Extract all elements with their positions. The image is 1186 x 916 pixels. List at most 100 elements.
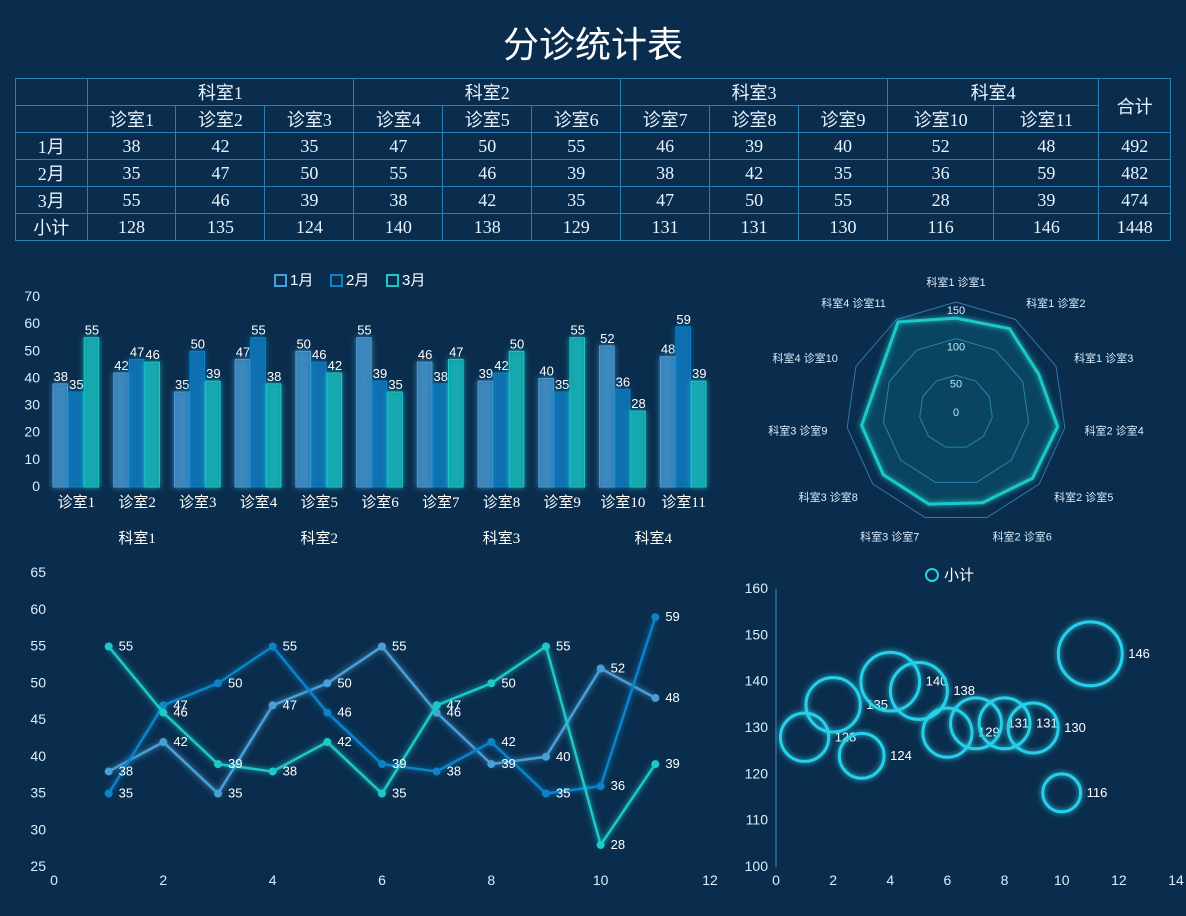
svg-text:40: 40 <box>30 748 46 764</box>
bar <box>417 362 432 487</box>
svg-text:30: 30 <box>30 821 46 837</box>
room-header: 诊室8 <box>710 106 799 133</box>
row-header: 1月 <box>16 133 88 160</box>
line-label: 38 <box>119 763 133 778</box>
subtotal-cell: 140 <box>354 214 443 241</box>
svg-text:47: 47 <box>236 344 250 359</box>
bar <box>631 411 646 487</box>
svg-text:4: 4 <box>269 872 277 888</box>
radar-axis-label: 科室4 诊室11 <box>821 296 886 310</box>
svg-text:35: 35 <box>69 377 83 392</box>
svg-text:12: 12 <box>1111 872 1127 888</box>
table-cell: 38 <box>87 133 176 160</box>
table-cell: 39 <box>994 187 1099 214</box>
line-label: 36 <box>611 778 625 793</box>
line-label: 47 <box>447 697 461 712</box>
subtotal-cell: 131 <box>621 214 710 241</box>
dept-header: 科室3 <box>621 79 888 106</box>
line-label: 35 <box>556 786 570 801</box>
subtotal-cell: 138 <box>443 214 532 241</box>
line-label: 42 <box>337 734 351 749</box>
bar <box>235 359 250 487</box>
line-point <box>323 738 331 746</box>
svg-text:120: 120 <box>745 765 769 781</box>
row-header: 3月 <box>16 187 88 214</box>
table-cell: 35 <box>532 187 621 214</box>
line-label: 55 <box>119 639 133 654</box>
svg-text:39: 39 <box>373 366 387 381</box>
table-cell: 48 <box>994 133 1099 160</box>
bar <box>327 373 342 487</box>
bar <box>539 378 554 487</box>
bubble <box>1058 622 1122 686</box>
svg-text:46: 46 <box>312 347 326 362</box>
table-cell: 28 <box>887 187 993 214</box>
svg-text:65: 65 <box>30 564 46 580</box>
subtotal-cell: 135 <box>176 214 265 241</box>
line-label: 55 <box>556 639 570 654</box>
table-cell: 36 <box>887 160 993 187</box>
table-cell: 52 <box>887 133 993 160</box>
line-series <box>109 647 656 794</box>
bubble-chart: 10011012013014015016002468101214小计128135… <box>726 563 1186 893</box>
radar-axis-label: 科室3 诊室8 <box>799 490 858 504</box>
bar <box>615 389 630 487</box>
radar-chart: 050100150科室1 诊室1科室1 诊室2科室1 诊室3科室2 诊室4科室2… <box>726 257 1186 557</box>
svg-text:130: 130 <box>745 719 769 735</box>
line-label: 38 <box>447 763 461 778</box>
svg-text:诊室1: 诊室1 <box>58 494 96 511</box>
svg-text:诊室3: 诊室3 <box>179 494 217 511</box>
svg-text:25: 25 <box>30 858 46 874</box>
line-point <box>269 767 277 775</box>
bar <box>69 392 84 487</box>
svg-text:38: 38 <box>54 369 68 384</box>
line-point <box>651 760 659 768</box>
bar <box>372 381 387 487</box>
bar <box>357 338 372 487</box>
svg-text:0: 0 <box>32 478 40 494</box>
bar <box>251 338 266 487</box>
svg-text:30: 30 <box>24 397 40 413</box>
svg-text:42: 42 <box>494 358 508 373</box>
bar <box>449 359 464 487</box>
svg-text:12: 12 <box>702 872 718 888</box>
line-label: 42 <box>173 734 187 749</box>
svg-text:诊室9: 诊室9 <box>543 494 581 511</box>
bubble <box>806 678 860 732</box>
row-total: 482 <box>1099 160 1171 187</box>
svg-text:60: 60 <box>24 315 40 331</box>
bar <box>266 384 281 487</box>
table-cell: 46 <box>176 187 265 214</box>
total-header: 合计 <box>1099 79 1171 133</box>
svg-text:55: 55 <box>85 323 99 338</box>
svg-text:36: 36 <box>616 374 630 389</box>
radar-polygon <box>862 318 1058 504</box>
svg-text:35: 35 <box>175 377 189 392</box>
line-point <box>105 767 113 775</box>
room-header: 诊室7 <box>621 106 710 133</box>
bar <box>145 362 160 487</box>
svg-text:150: 150 <box>947 305 965 317</box>
svg-text:0: 0 <box>772 872 780 888</box>
line-point <box>378 643 386 651</box>
svg-text:39: 39 <box>479 366 493 381</box>
line-point <box>378 760 386 768</box>
bar <box>509 351 524 487</box>
bar <box>660 357 675 487</box>
bar <box>129 359 144 487</box>
bar <box>478 381 493 487</box>
svg-text:50: 50 <box>30 674 46 690</box>
line-label: 39 <box>392 756 406 771</box>
table-cell: 47 <box>176 160 265 187</box>
bubble <box>861 652 920 711</box>
line-label: 50 <box>501 675 515 690</box>
page-title: 分诊统计表 <box>10 16 1176 68</box>
table-cell: 39 <box>265 187 354 214</box>
room-header: 诊室9 <box>799 106 888 133</box>
svg-text:50: 50 <box>510 336 524 351</box>
svg-text:45: 45 <box>30 711 46 727</box>
svg-text:40: 40 <box>24 369 40 385</box>
bubble <box>923 708 972 757</box>
radar-axis-label: 科室2 诊室4 <box>1084 423 1143 437</box>
table-cell: 35 <box>87 160 176 187</box>
